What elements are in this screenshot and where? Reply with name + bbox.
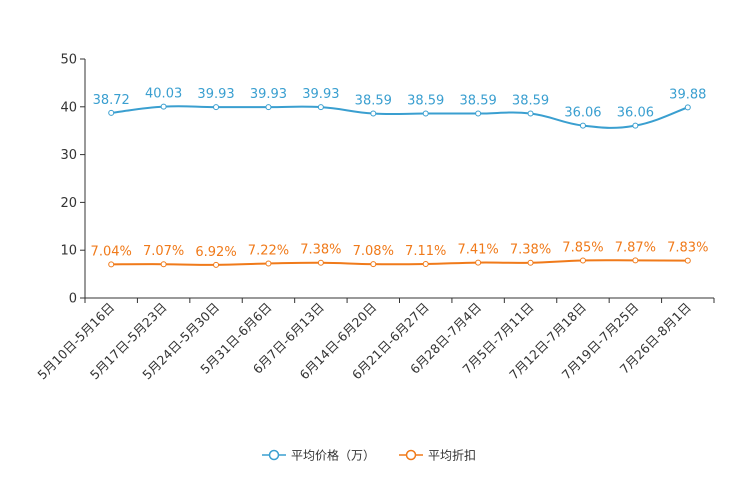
data-label: 36.06 [617,106,654,121]
series-layer: 38.72 40.03 39.93 39.93 39.93 38.59 38.59 38.59… [91,87,708,268]
data-label: 38.59 [407,94,444,109]
data-point[interactable] [684,104,691,111]
y-axis: 0 10 20 30 40 50 [60,53,86,307]
data-label: 7.38% [510,243,551,258]
legend-label: 平均折扣 [428,448,476,463]
y-tick-label: 0 [69,292,77,307]
data-label: 38.59 [460,94,497,109]
data-label: 40.03 [145,87,182,102]
data-point[interactable] [579,122,586,129]
data-point[interactable] [160,261,167,268]
data-label: 7.83% [667,241,708,256]
data-label: 7.04% [91,244,132,259]
data-point[interactable] [632,122,639,129]
y-tick-label: 40 [60,100,77,115]
data-point[interactable] [370,261,377,268]
data-point[interactable] [527,110,534,117]
data-label: 7.11% [405,244,446,259]
legend-item-2[interactable]: 平均折扣 [399,448,476,463]
data-point[interactable] [422,110,429,117]
data-point[interactable] [527,259,534,266]
data-label: 7.07% [143,244,184,259]
legend[interactable]: 平均价格（万） 平均折扣 [262,448,476,463]
data-point[interactable] [684,257,691,264]
data-label: 38.59 [355,94,392,109]
data-label: 39.88 [669,87,706,102]
data-point[interactable] [108,109,115,116]
data-point[interactable] [579,257,586,264]
data-point[interactable] [213,261,220,268]
y-tick-label: 10 [60,244,77,259]
data-point[interactable] [317,259,324,266]
data-label: 7.38% [300,243,341,258]
data-point[interactable] [475,110,482,117]
data-point[interactable] [422,261,429,268]
legend-label: 平均价格（万） [291,448,375,463]
series-line [111,105,689,129]
series-2: 7.04% 7.07% 6.92% 7.22% 7.38% 7.08% 7.11% 7.41%… [91,240,708,268]
data-point[interactable] [632,257,639,264]
data-label: 7.87% [615,240,656,255]
legend-item-1[interactable]: 平均价格（万） [262,448,375,463]
data-label: 39.93 [250,87,287,102]
legend-circle-marker [405,449,417,461]
data-point[interactable] [265,260,272,267]
data-point[interactable] [108,261,115,268]
data-label: 39.93 [197,87,234,102]
y-tick-label: 30 [60,148,77,163]
legend-circle-marker [268,449,280,461]
data-label: 7.22% [248,243,289,258]
data-point[interactable] [475,259,482,266]
data-point[interactable] [160,103,167,110]
data-label: 7.41% [457,243,498,258]
data-label: 38.72 [93,93,130,108]
data-label: 36.06 [564,106,601,121]
series-1: 38.72 40.03 39.93 39.93 39.93 38.59 38.59 38.59… [93,87,706,129]
data-label: 6.92% [195,245,236,260]
data-point[interactable] [265,104,272,111]
data-point[interactable] [370,110,377,117]
x-axis: 5月10日-5月16日5月17日-5月23日5月24日-5月30日5月31日-6… [34,297,715,382]
data-point[interactable] [317,104,324,111]
data-label: 7.85% [562,240,603,255]
data-point[interactable] [213,104,220,111]
y-tick-label: 20 [60,196,77,211]
y-tick-label: 50 [60,53,77,68]
data-label: 7.08% [353,244,394,259]
data-label: 38.59 [512,94,549,109]
series-line [111,259,688,266]
data-label: 39.93 [302,87,339,102]
